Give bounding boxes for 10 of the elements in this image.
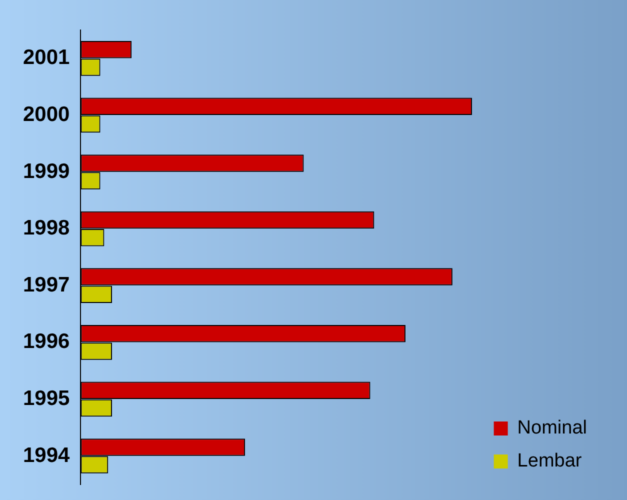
y-tick-label: 1995 — [23, 386, 70, 410]
y-tick-label: 1996 — [23, 330, 70, 354]
y-tick-label: 1994 — [23, 444, 70, 467]
y-tick-label: 2001 — [23, 46, 70, 70]
y-tick-label: 1999 — [23, 160, 70, 183]
legend-label: Lembar — [517, 450, 582, 472]
y-tick-label: 1997 — [23, 273, 70, 296]
y-tick-label: 1998 — [23, 216, 70, 240]
y-tick-label: 2000 — [23, 102, 70, 126]
legend-label: Nominal — [517, 418, 588, 439]
